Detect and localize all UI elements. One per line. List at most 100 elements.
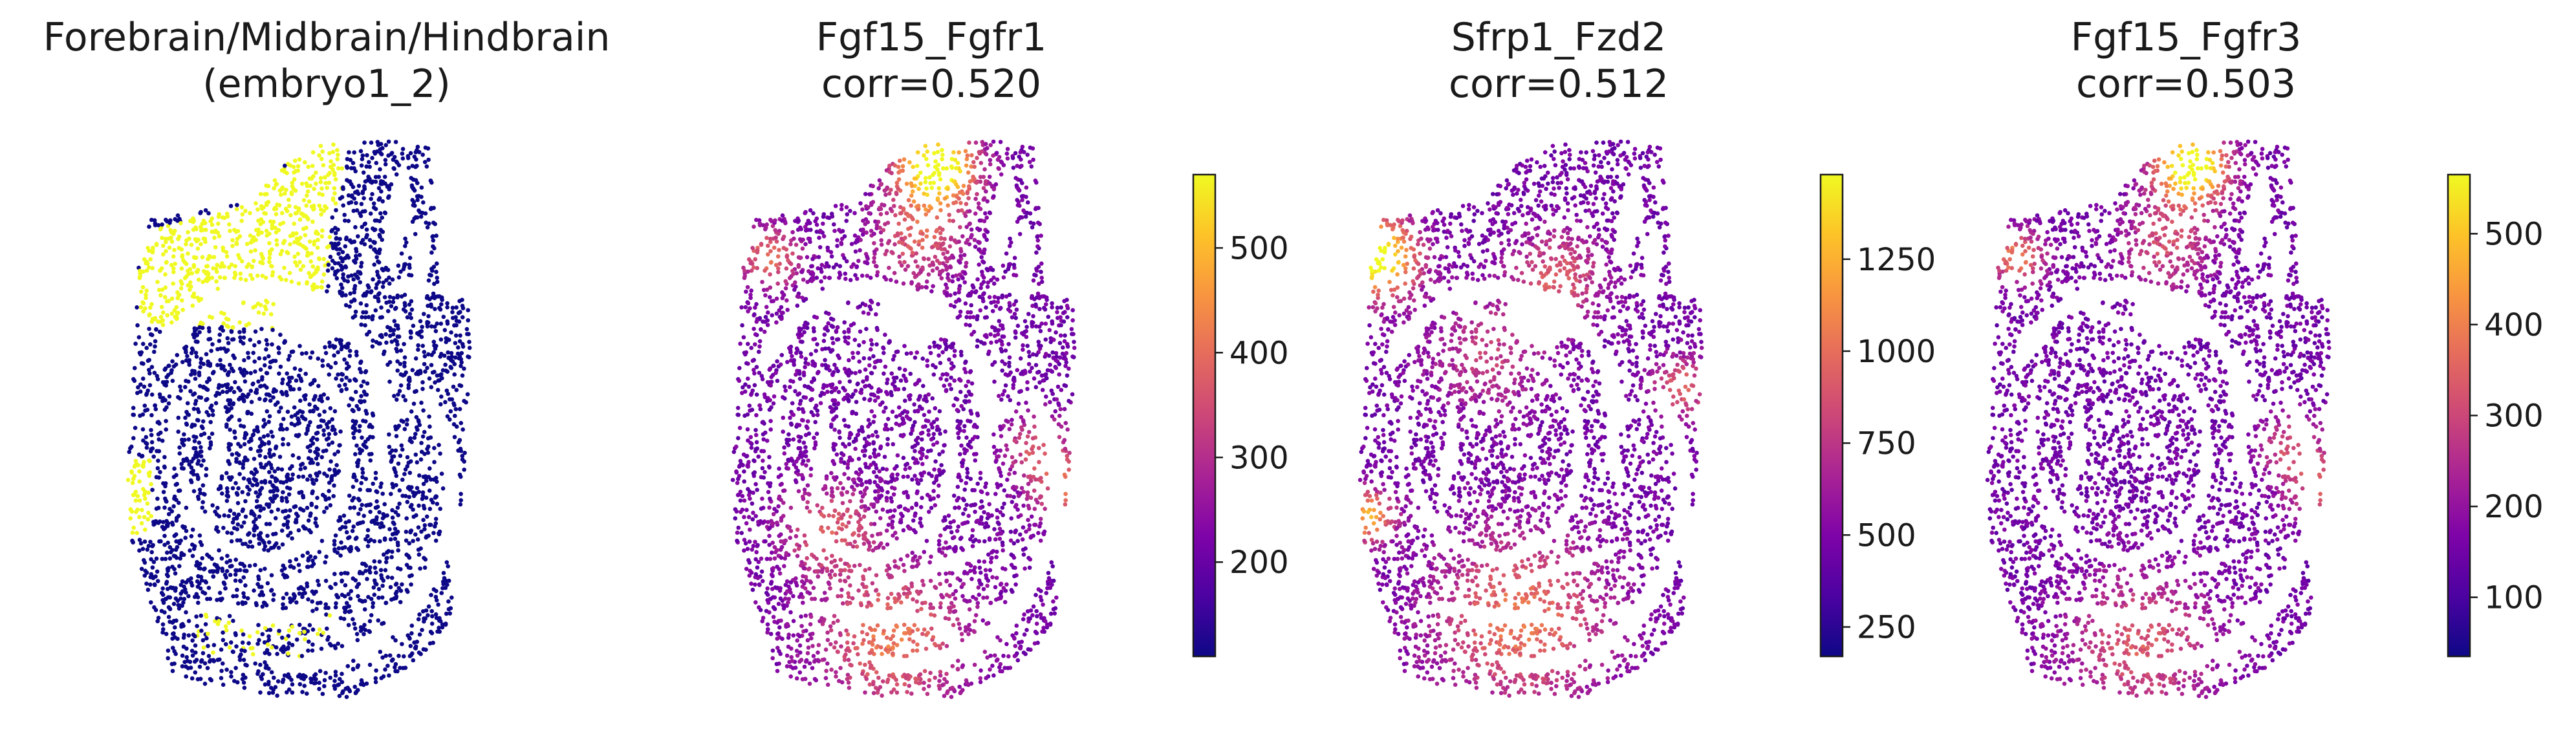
- cell-point: [233, 557, 238, 562]
- cell-point: [985, 583, 990, 588]
- cell-point: [267, 255, 272, 261]
- cell-point: [1015, 323, 1021, 329]
- cell-point: [262, 442, 267, 446]
- cell-point: [360, 153, 365, 158]
- cell-point: [814, 349, 818, 353]
- cell-point: [170, 521, 175, 525]
- cell-point: [239, 259, 244, 264]
- cell-point: [1001, 263, 1006, 268]
- cell-point: [417, 473, 422, 478]
- cell-point: [347, 378, 352, 383]
- cell-point: [397, 488, 402, 493]
- cell-point: [199, 543, 204, 547]
- cell-point: [330, 244, 336, 248]
- cell-point: [413, 356, 418, 361]
- cell-point: [246, 491, 251, 497]
- cell-point: [283, 575, 287, 579]
- cell-point: [377, 248, 382, 252]
- cell-point: [828, 642, 833, 647]
- cell-point: [149, 572, 154, 577]
- cell-point: [753, 332, 758, 337]
- cell-point: [902, 157, 907, 162]
- cell-point: [435, 279, 440, 285]
- cell-point: [132, 464, 137, 469]
- cell-point: [234, 594, 239, 598]
- cell-point: [157, 449, 162, 453]
- cell-point: [313, 394, 318, 398]
- cell-point: [258, 222, 263, 226]
- cell-point: [415, 486, 420, 490]
- cell-point: [300, 554, 305, 558]
- cell-point: [164, 374, 169, 380]
- cell-point: [415, 460, 420, 465]
- cell-point: [367, 568, 372, 573]
- cell-point: [272, 387, 277, 392]
- cell-point: [199, 463, 204, 468]
- cell-point: [351, 424, 356, 429]
- cell-point: [195, 296, 200, 300]
- cell-point: [210, 503, 215, 508]
- cell-point: [179, 596, 183, 601]
- cell-point: [428, 466, 432, 471]
- cell-point: [192, 335, 197, 340]
- cell-point: [217, 657, 222, 662]
- cell-point: [187, 358, 192, 363]
- cell-point: [200, 419, 206, 424]
- cell-point: [332, 173, 337, 177]
- cell-point: [451, 422, 457, 427]
- cell-point: [360, 435, 364, 440]
- cell-point: [420, 343, 425, 349]
- cell-point: [182, 438, 187, 442]
- cell-point: [289, 279, 294, 284]
- cell-point: [270, 273, 275, 278]
- cell-point: [901, 528, 906, 533]
- cell-point: [144, 292, 148, 297]
- cell-point: [229, 674, 233, 679]
- cell-point: [894, 682, 900, 687]
- cell-point: [825, 638, 830, 642]
- cell-point: [814, 431, 819, 436]
- cell-point: [828, 575, 833, 580]
- cell-point: [215, 347, 220, 352]
- cell-point: [858, 563, 862, 567]
- cell-point: [270, 270, 276, 275]
- cell-point: [173, 571, 178, 576]
- cell-point: [353, 389, 358, 394]
- cell-point: [1018, 452, 1023, 457]
- cell-point: [197, 566, 202, 570]
- cell-point: [254, 603, 259, 607]
- cell-point: [354, 254, 358, 259]
- cell-point: [372, 247, 376, 252]
- cell-point: [404, 530, 409, 534]
- cell-point: [454, 387, 459, 393]
- cell-point: [460, 315, 465, 319]
- cell-point: [142, 515, 147, 519]
- cell-point: [336, 350, 340, 354]
- cell-point: [791, 437, 796, 442]
- cell-point: [427, 488, 432, 493]
- cell-point: [167, 245, 172, 250]
- cell-point: [807, 509, 812, 514]
- cell-point: [179, 538, 183, 543]
- cell-point: [274, 541, 279, 546]
- cell-point: [390, 532, 395, 537]
- cell-point: [288, 508, 292, 513]
- cell-point: [327, 489, 331, 493]
- cell-point: [202, 682, 208, 686]
- cell-point: [141, 341, 146, 347]
- cell-point: [386, 139, 391, 144]
- cell-point: [270, 342, 274, 347]
- cell-point: [175, 296, 180, 301]
- cell-point: [431, 221, 436, 225]
- cell-point: [451, 384, 456, 389]
- cell-point: [1004, 447, 1010, 452]
- cell-point: [206, 413, 211, 418]
- cell-point: [351, 475, 356, 479]
- cell-point: [183, 348, 188, 352]
- cell-point: [443, 362, 448, 367]
- cell-point: [354, 349, 359, 354]
- cell-point: [232, 430, 237, 435]
- cell-point: [157, 288, 162, 292]
- cell-point: [987, 175, 992, 179]
- cell-point: [256, 310, 261, 315]
